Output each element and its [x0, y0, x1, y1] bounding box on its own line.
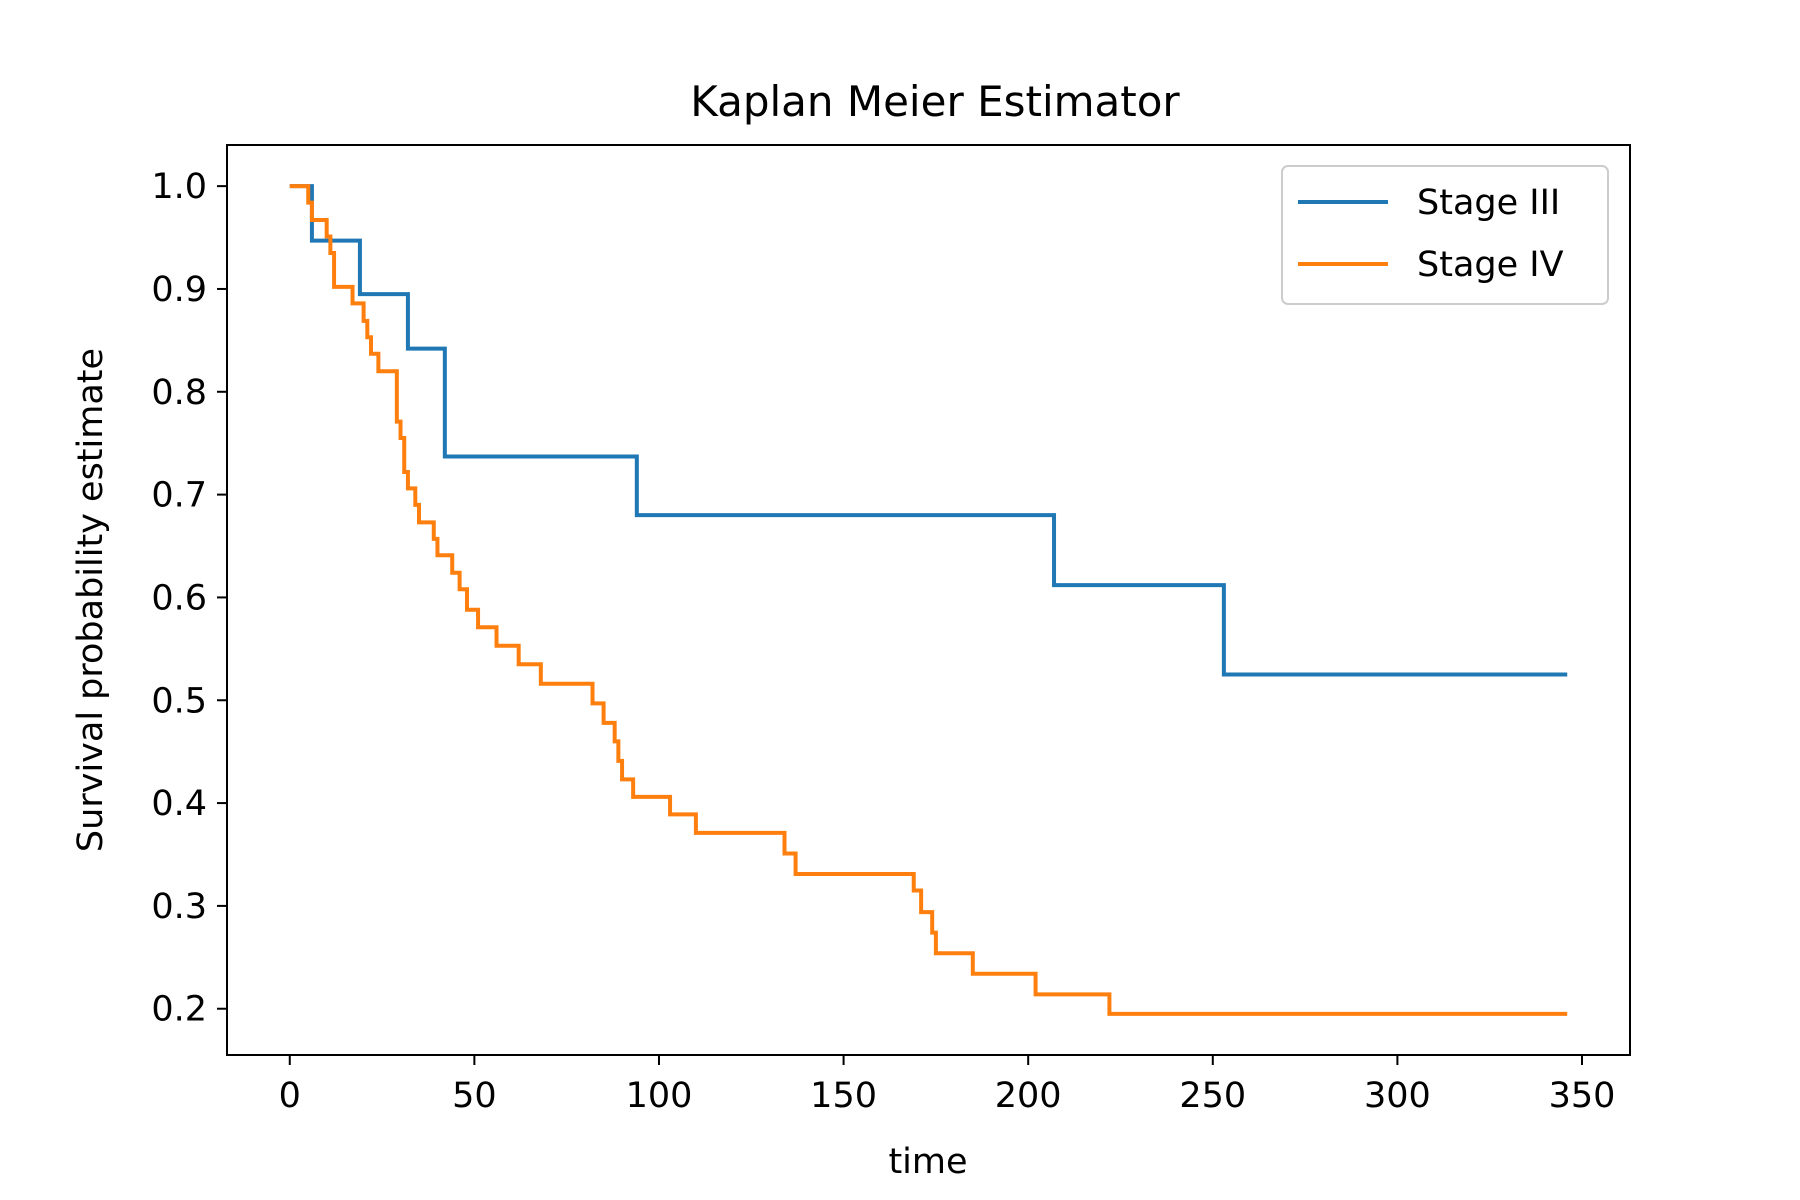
x-tick-label: 100 — [626, 1076, 693, 1116]
chart-title: Kaplan Meier Estimator — [690, 77, 1180, 126]
y-axis-ticks: 0.2 0.3 0.4 0.5 0.6 0.7 0.8 0.9 1.0 — [151, 167, 227, 1030]
y-tick-label: 0.4 — [151, 784, 207, 824]
x-tick-label: 300 — [1364, 1076, 1431, 1116]
x-axis-label: time — [888, 1142, 967, 1182]
legend: Stage III Stage IV — [1281, 165, 1609, 305]
y-tick-label: 0.3 — [151, 887, 207, 927]
x-tick-label: 350 — [1549, 1076, 1616, 1116]
x-tick-label: 50 — [452, 1076, 497, 1116]
series-line-stage-iv — [289, 184, 1568, 1016]
x-axis-ticks: 0 50 100 150 200 250 300 350 — [279, 1055, 1616, 1116]
x-tick-label: 250 — [1179, 1076, 1246, 1116]
y-tick-label: 0.7 — [151, 476, 207, 516]
legend-label-stage-iii: Stage III — [1417, 183, 1560, 223]
x-tick-label: 0 — [279, 1076, 301, 1116]
y-tick-label: 1.0 — [151, 167, 207, 207]
y-tick-label: 0.8 — [151, 373, 207, 413]
x-tick-label: 150 — [810, 1076, 877, 1116]
legend-label-stage-iv: Stage IV — [1417, 245, 1564, 285]
y-axis-label: Survival probability estimate — [71, 348, 111, 852]
series-line-stage-iii — [289, 184, 1568, 677]
y-tick-label: 0.9 — [151, 270, 207, 310]
y-tick-label: 0.6 — [151, 578, 207, 618]
plot-frame — [226, 144, 1631, 1056]
x-tick-label: 200 — [995, 1076, 1062, 1116]
y-tick-label: 0.5 — [151, 681, 207, 721]
series-layer — [289, 184, 1568, 1016]
y-tick-label: 0.2 — [151, 990, 207, 1030]
